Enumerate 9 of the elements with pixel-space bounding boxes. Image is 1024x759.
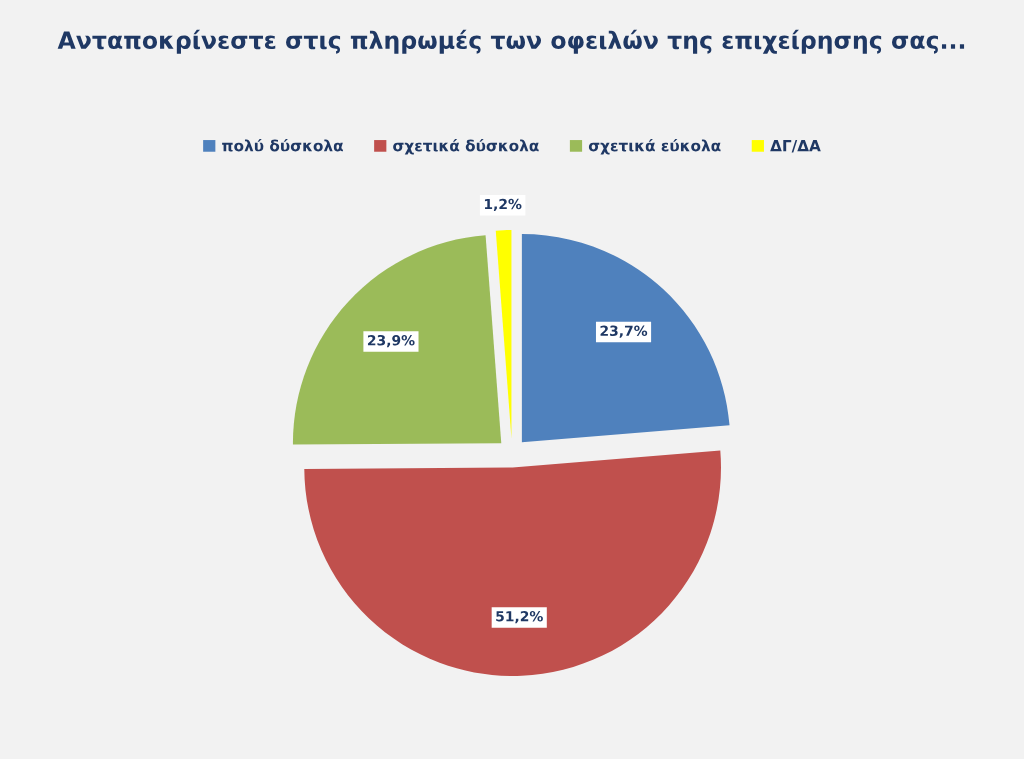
data-label: 51,2% [496,610,543,624]
legend-label: ΔΓ/ΔΑ [770,140,821,153]
legend-label: σχετικά εύκολα [588,138,721,155]
chart-title: Ανταποκρίνεστε στις πληρωμές των οφειλών της επιχείρησης σας... [57,29,965,54]
data-label: 23,7% [600,325,648,338]
data-label: 23,9% [367,335,415,348]
legend-label: πολύ δύσκολα [222,138,343,152]
data-label: 1,2% [484,198,522,212]
legend-label: σχετικά δύσκολα [393,138,539,155]
